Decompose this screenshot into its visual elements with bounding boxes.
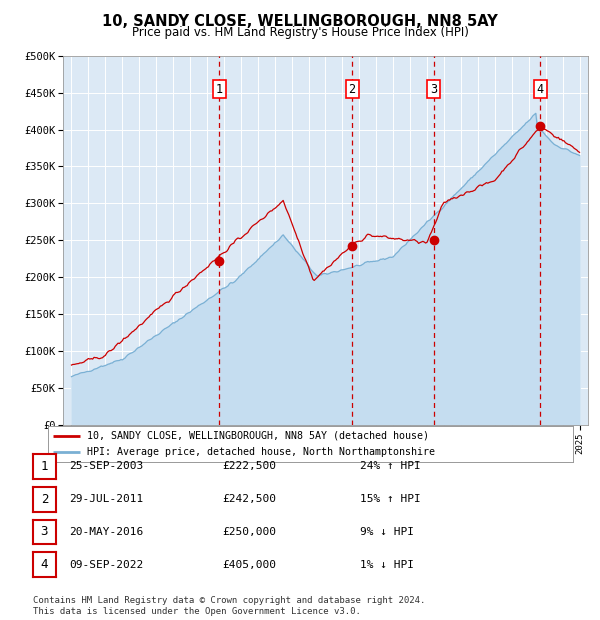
Text: £242,500: £242,500: [222, 494, 276, 504]
Text: 2: 2: [349, 82, 356, 95]
Text: £222,500: £222,500: [222, 461, 276, 471]
Text: 10, SANDY CLOSE, WELLINGBOROUGH, NN8 5AY (detached house): 10, SANDY CLOSE, WELLINGBOROUGH, NN8 5AY…: [88, 431, 430, 441]
Text: 10, SANDY CLOSE, WELLINGBOROUGH, NN8 5AY: 10, SANDY CLOSE, WELLINGBOROUGH, NN8 5AY: [102, 14, 498, 29]
Text: 20-MAY-2016: 20-MAY-2016: [69, 527, 143, 537]
Text: £250,000: £250,000: [222, 527, 276, 537]
Text: 09-SEP-2022: 09-SEP-2022: [69, 560, 143, 570]
Text: 15% ↑ HPI: 15% ↑ HPI: [360, 494, 421, 504]
Text: 24% ↑ HPI: 24% ↑ HPI: [360, 461, 421, 471]
Text: £405,000: £405,000: [222, 560, 276, 570]
Text: Price paid vs. HM Land Registry's House Price Index (HPI): Price paid vs. HM Land Registry's House …: [131, 26, 469, 39]
Text: 25-SEP-2003: 25-SEP-2003: [69, 461, 143, 471]
Text: 3: 3: [41, 526, 48, 538]
Text: 1: 1: [216, 82, 223, 95]
Text: 2: 2: [41, 493, 48, 505]
Text: 9% ↓ HPI: 9% ↓ HPI: [360, 527, 414, 537]
Text: Contains HM Land Registry data © Crown copyright and database right 2024.
This d: Contains HM Land Registry data © Crown c…: [33, 596, 425, 616]
Text: 1% ↓ HPI: 1% ↓ HPI: [360, 560, 414, 570]
Text: 4: 4: [537, 82, 544, 95]
Text: 3: 3: [430, 82, 437, 95]
Text: 29-JUL-2011: 29-JUL-2011: [69, 494, 143, 504]
Text: 4: 4: [41, 559, 48, 571]
Text: 1: 1: [41, 460, 48, 472]
Text: HPI: Average price, detached house, North Northamptonshire: HPI: Average price, detached house, Nort…: [88, 447, 436, 457]
